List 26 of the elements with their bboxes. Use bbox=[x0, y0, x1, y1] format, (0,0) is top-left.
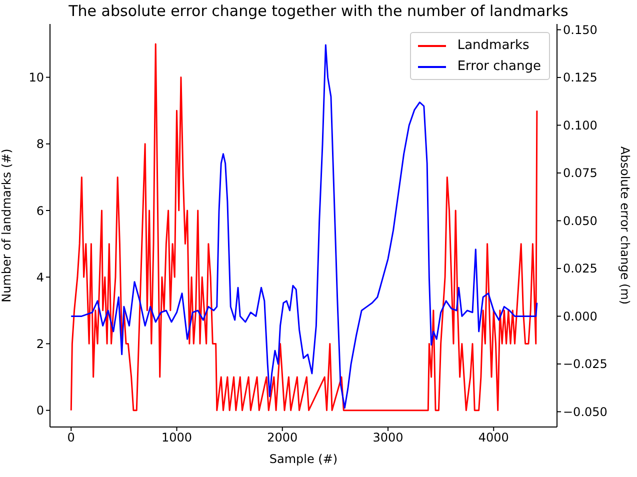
y-tick-label: 4 bbox=[36, 270, 44, 284]
legend-label: Landmarks bbox=[457, 38, 530, 53]
x-tick-label: 1000 bbox=[161, 430, 192, 445]
y-axis-title: Number of landmarks (#) bbox=[0, 148, 14, 302]
x-tick-label: 3000 bbox=[372, 430, 404, 445]
x-axis-title: Sample (#) bbox=[269, 452, 338, 466]
y2-tick-label: −0.050 bbox=[563, 404, 608, 419]
y2-tick-label: 0.125 bbox=[563, 70, 598, 85]
y-tick-label: 6 bbox=[36, 204, 44, 218]
x-tick-label: 0 bbox=[67, 430, 75, 445]
y2-tick-label: 0.000 bbox=[563, 309, 598, 324]
y2-tick-label: 0.025 bbox=[563, 262, 598, 276]
x-tick-label: 2000 bbox=[267, 430, 298, 445]
y2-axis-title: Absolute error change (m) bbox=[618, 146, 632, 305]
y2-tick-label: −0.025 bbox=[563, 357, 608, 372]
y2-tick-label: 0.100 bbox=[563, 118, 598, 132]
y2-tick-label: 0.050 bbox=[563, 214, 598, 228]
y-tick-label: 2 bbox=[36, 336, 44, 351]
y-tick-label: 8 bbox=[36, 137, 44, 152]
y2-tick-label: 0.150 bbox=[563, 22, 598, 37]
y-tick-label: 10 bbox=[28, 70, 44, 85]
y2-tick-label: 0.075 bbox=[563, 166, 598, 180]
legend-label: Error change bbox=[457, 59, 541, 74]
chart-title: The absolute error change together with the number of landmarks bbox=[68, 2, 570, 20]
x-tick-label: 4000 bbox=[478, 430, 509, 445]
y-tick-label: 0 bbox=[36, 404, 44, 418]
